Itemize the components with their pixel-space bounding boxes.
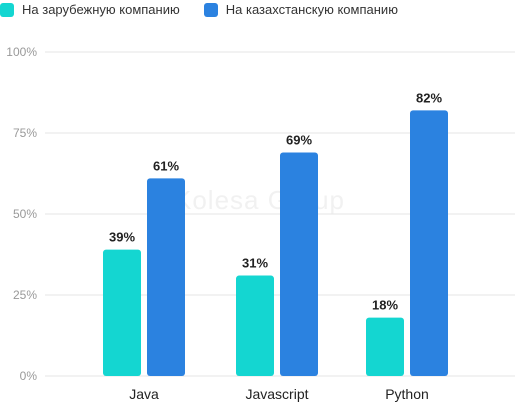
- legend-label-kazakhstan: На казахстанскую компанию: [225, 2, 398, 17]
- legend-item-foreign: На зарубежную компанию: [0, 2, 180, 17]
- bar-python-series-0: [366, 317, 404, 376]
- y-tick-label: 100%: [6, 45, 37, 59]
- data-label: 31%: [242, 256, 268, 271]
- x-tick-label: Javascript: [245, 386, 308, 402]
- data-label: 39%: [109, 230, 135, 245]
- x-tick-label: Java: [129, 386, 159, 402]
- legend-swatch-kazakhstan: [203, 2, 218, 17]
- legend-item-kazakhstan: На казахстанскую компанию: [203, 2, 398, 17]
- legend-swatch-foreign: [0, 2, 14, 17]
- y-tick-label: 25%: [13, 288, 37, 302]
- y-tick-label: 75%: [13, 126, 37, 140]
- legend-label-foreign: На зарубежную компанию: [22, 2, 180, 17]
- bar-javascript-series-0: [236, 275, 274, 376]
- bar-java-series-0: [103, 249, 141, 376]
- bar-java-series-1: [147, 178, 185, 376]
- data-label: 61%: [153, 158, 179, 173]
- legend: На зарубежную компанию На казахстанскую …: [0, 2, 398, 17]
- y-tick-label: 0%: [20, 369, 38, 383]
- data-label: 82%: [416, 90, 442, 105]
- x-tick-label: Python: [385, 386, 429, 402]
- bar-python-series-1: [410, 110, 448, 376]
- bar-javascript-series-1: [280, 152, 318, 376]
- data-label: 18%: [372, 298, 398, 313]
- data-label: 69%: [286, 132, 312, 147]
- y-tick-label: 50%: [13, 207, 37, 221]
